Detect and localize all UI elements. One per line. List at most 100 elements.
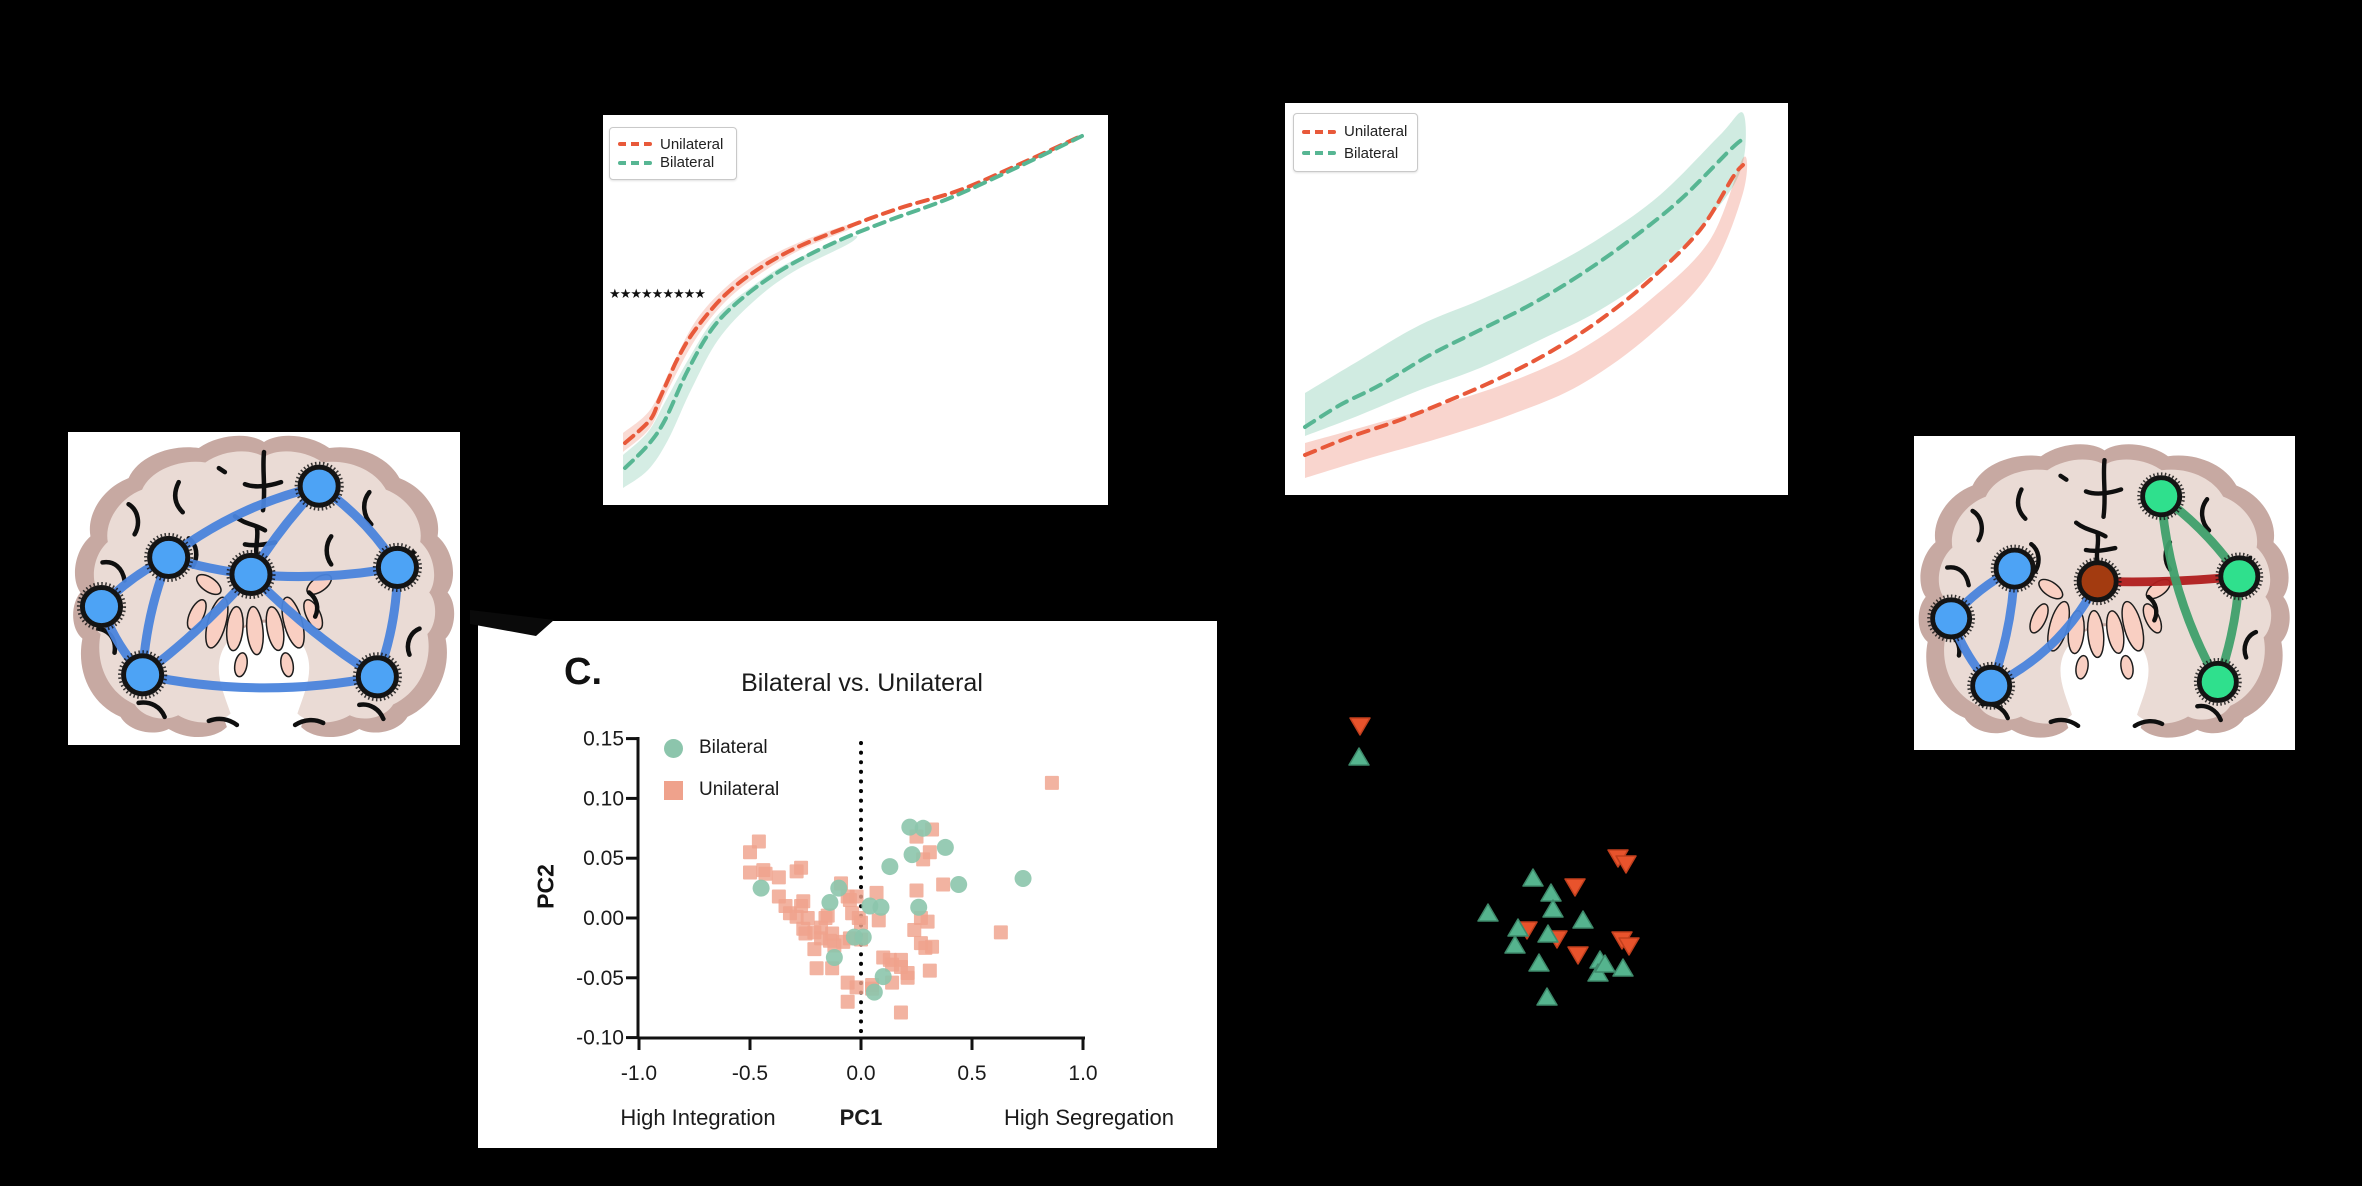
arrow-tip-shape bbox=[470, 610, 554, 636]
network-node bbox=[2218, 555, 2261, 598]
y-axis-label: PC2 bbox=[532, 864, 559, 909]
scatter-point-bilateral bbox=[830, 879, 848, 897]
scatter-point-bilateral bbox=[752, 879, 770, 897]
triangle-scatter-cloud bbox=[1348, 717, 1640, 1006]
unilateral-curve bbox=[1303, 163, 1745, 457]
bilateral-curve bbox=[623, 134, 1084, 470]
scatter-point-unilateral bbox=[820, 908, 835, 923]
unilateral-dash-swatch bbox=[1302, 129, 1336, 134]
scatter-point-unilateral bbox=[920, 914, 935, 929]
scatter-point-unilateral bbox=[840, 994, 855, 1009]
scatter-point-unilateral bbox=[871, 913, 886, 928]
triangle-down-marker bbox=[1615, 855, 1637, 874]
node-fuzzy-ring bbox=[2073, 557, 2122, 606]
unilateral-dash-swatch bbox=[618, 142, 652, 147]
subcortical-structure bbox=[195, 573, 222, 596]
scatter-point-bilateral bbox=[874, 968, 892, 986]
scatter-point-bilateral bbox=[821, 893, 839, 911]
scatter-point-bilateral bbox=[825, 948, 843, 966]
node-fuzzy-ring bbox=[118, 650, 168, 700]
scatter-point-unilateral bbox=[825, 926, 840, 941]
y-tick-label: 0.15 bbox=[583, 728, 624, 751]
triangle-up-marker bbox=[1537, 924, 1559, 943]
sulcus-line bbox=[2058, 473, 2069, 482]
chart-b-legend: Unilateral Bilateral bbox=[609, 127, 737, 180]
network-node bbox=[2140, 475, 2183, 518]
line-chart-d-plot-area bbox=[1303, 112, 1748, 478]
triangle-up-marker bbox=[1612, 958, 1634, 977]
subcortical-structure bbox=[2029, 603, 2049, 634]
pca-scatter-panel-c: C. Bilateral vs. Unilateral PC2 -1.0 -0.5… bbox=[478, 621, 1217, 1148]
sulcus-line bbox=[357, 702, 386, 722]
bilateral-circle-swatch bbox=[664, 738, 683, 758]
network-edge bbox=[138, 670, 382, 693]
sulcus-line bbox=[2242, 629, 2259, 660]
scatter-point-unilateral bbox=[907, 922, 922, 937]
x-axis-caption-right: High Segregation bbox=[1003, 1105, 1174, 1130]
scatter-point-bilateral bbox=[865, 983, 883, 1001]
scatter-point-unilateral bbox=[849, 889, 864, 904]
triangle-up-marker bbox=[1594, 954, 1616, 973]
brain-network-illustration-right bbox=[1914, 436, 2295, 750]
y-tick-label: 0.00 bbox=[583, 907, 624, 930]
scatter-point-unilateral bbox=[743, 845, 757, 860]
sulcus-line bbox=[2101, 457, 2107, 519]
y-tick-label: -0.05 bbox=[576, 967, 624, 990]
legend-label: Unilateral bbox=[660, 135, 724, 153]
scatter-point-unilateral bbox=[771, 870, 786, 885]
x-tick-label: 0.0 bbox=[846, 1062, 875, 1085]
scatter-plot-area: -1.0 -0.5 0.0 0.5 1.0 0.15 0.10 0.05 0.00 -0.05 -0… bbox=[576, 728, 1097, 1085]
scatter-point-unilateral bbox=[922, 963, 937, 978]
sulcus-line bbox=[324, 534, 334, 567]
scatter-point-unilateral bbox=[796, 894, 811, 909]
subcortical-structure bbox=[2075, 654, 2089, 680]
subcortical-structure bbox=[2121, 600, 2145, 652]
triangle-up-marker bbox=[1522, 868, 1544, 887]
bilateral-curve bbox=[1303, 137, 1745, 429]
scatter-point-unilateral bbox=[800, 911, 815, 925]
bilateral-band bbox=[623, 235, 858, 488]
sulcus-line bbox=[1970, 508, 1984, 543]
subcortical-structure bbox=[245, 605, 264, 656]
legend-label: Unilateral bbox=[699, 779, 780, 800]
scatter-point-unilateral bbox=[869, 885, 884, 900]
network-node bbox=[1993, 547, 2036, 590]
scatter-point-unilateral bbox=[936, 877, 951, 892]
significance-stars: ★★★★★★★★★ bbox=[609, 287, 705, 302]
scatter-point-bilateral bbox=[914, 819, 932, 837]
subcortical-structure bbox=[225, 605, 244, 652]
sulcus-line bbox=[306, 590, 320, 619]
scatter-point-unilateral bbox=[743, 865, 757, 880]
bilateral-dash-swatch bbox=[618, 160, 652, 165]
sulcus-line bbox=[2083, 487, 2124, 496]
subcortical-structure bbox=[2086, 609, 2105, 659]
sulcus-line bbox=[206, 716, 240, 728]
scatter-point-unilateral bbox=[925, 939, 940, 954]
scatter-point-bilateral bbox=[950, 876, 968, 894]
x-tick-label: 0.5 bbox=[957, 1062, 986, 1085]
bilateral-band bbox=[1305, 112, 1746, 437]
triangle-up-marker bbox=[1507, 918, 1529, 937]
sulcus-line bbox=[2132, 719, 2165, 729]
y-tick-label: -0.10 bbox=[576, 1027, 624, 1050]
triangle-down-marker bbox=[1567, 946, 1589, 965]
network-node bbox=[2076, 560, 2119, 603]
legend-row-bilateral: Bilateral bbox=[618, 154, 726, 171]
sulcus-line bbox=[362, 489, 374, 527]
scatter-point-unilateral bbox=[794, 860, 809, 875]
subcortical-structure bbox=[2105, 610, 2125, 655]
subcortical-structure bbox=[186, 598, 207, 631]
scatter-point-unilateral bbox=[993, 925, 1008, 940]
triangle-up-marker bbox=[1528, 953, 1550, 972]
sulcus-line bbox=[242, 479, 284, 489]
scatter-legend: Bilateral Unilateral bbox=[664, 733, 779, 817]
sulcus-line bbox=[2048, 717, 2081, 729]
bilateral-dash-swatch bbox=[1302, 151, 1336, 156]
scatter-point-unilateral bbox=[1044, 775, 1059, 790]
subcortical-structure bbox=[2038, 578, 2064, 600]
sulcus-line bbox=[405, 626, 422, 657]
node-fuzzy-ring bbox=[2215, 552, 2264, 601]
scatter-point-bilateral bbox=[901, 818, 919, 836]
triangle-down-marker bbox=[1349, 717, 1371, 736]
unilateral-square-swatch bbox=[664, 780, 683, 800]
